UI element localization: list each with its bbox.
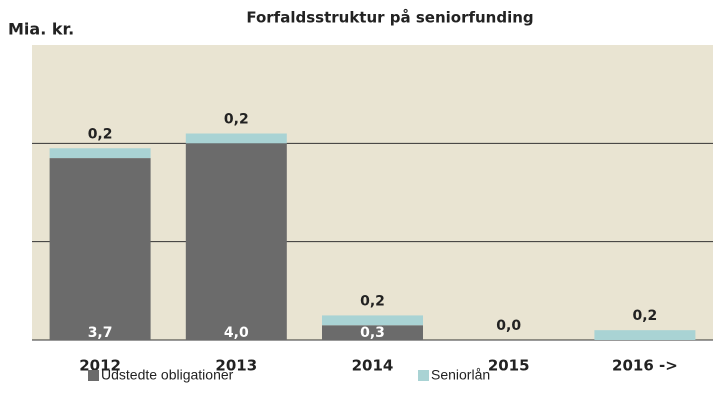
legend-label: Seniorlån: [431, 367, 490, 383]
bar-segment: [49, 148, 151, 159]
bar-segment: [322, 315, 423, 326]
legend-swatch: [88, 370, 99, 381]
value-label: 0,2: [224, 112, 249, 128]
x-tick-label: 2015: [488, 357, 530, 375]
bar-segment: [185, 143, 287, 340]
legend-label: Udstedte obligationer: [101, 367, 234, 383]
y-axis-label: Mia. kr.: [8, 20, 74, 39]
value-label: 0,2: [88, 126, 113, 142]
chart-title: Forfaldsstruktur på seniorfunding: [246, 9, 533, 27]
legend-swatch: [418, 370, 429, 381]
value-label: 0,2: [632, 308, 657, 324]
value-label: 3,7: [88, 325, 113, 341]
bar-segment: [594, 330, 696, 340]
value-label: 0,0: [496, 318, 521, 334]
x-tick-label: 2016 ->: [612, 357, 678, 375]
x-tick-label: 2014: [352, 357, 394, 375]
x-tick-label: 2013: [215, 357, 257, 375]
value-label: 0,3: [360, 325, 385, 341]
bar-segment: [49, 158, 151, 340]
bar-segment: [322, 325, 423, 340]
value-label: 4,0: [224, 325, 249, 341]
value-label: 0,2: [360, 293, 385, 309]
bar-segment: [185, 133, 287, 144]
